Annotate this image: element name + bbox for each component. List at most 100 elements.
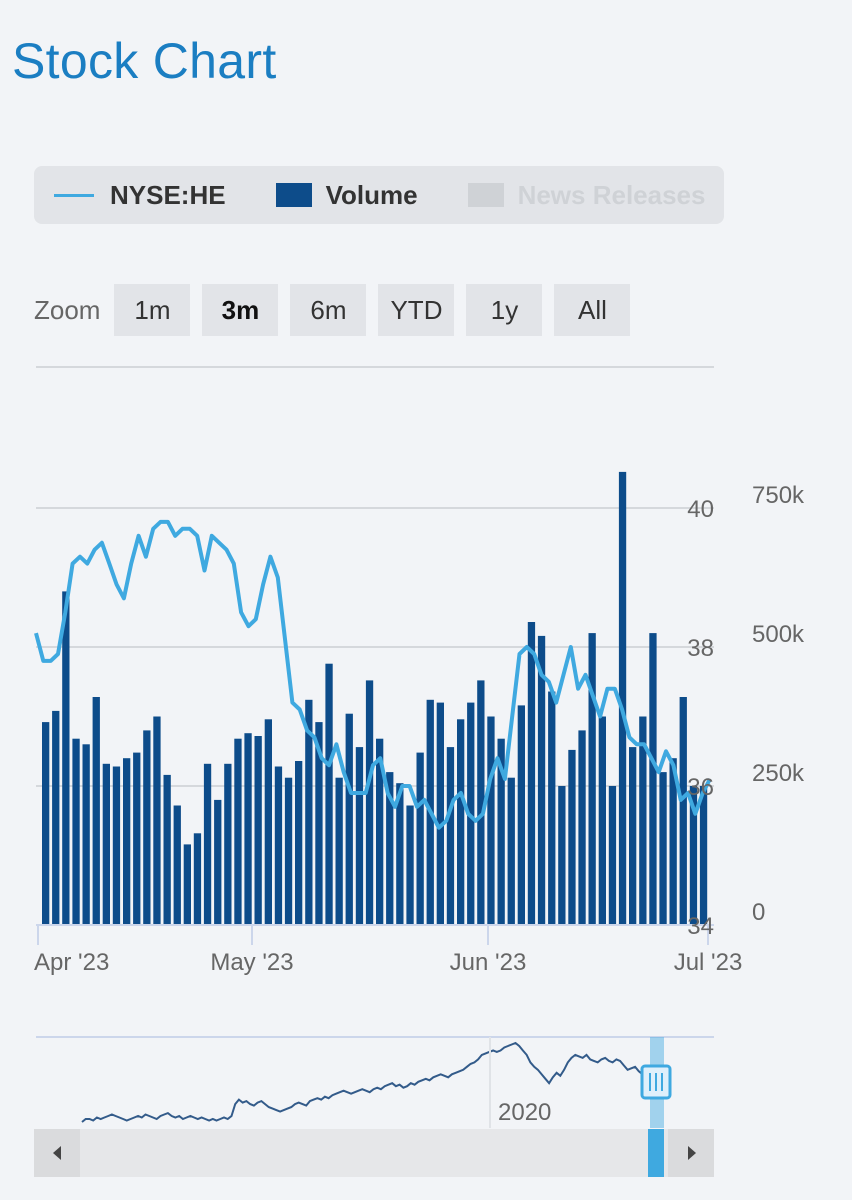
volume-bar xyxy=(123,758,131,925)
volume-bar xyxy=(689,786,698,925)
volume-bar xyxy=(507,777,515,925)
volume-bar xyxy=(82,744,90,925)
scrollbar-track xyxy=(34,1129,714,1177)
volume-bar xyxy=(52,710,60,925)
volume-bar xyxy=(608,786,617,925)
volume-bar xyxy=(214,799,222,925)
chart-legend: NYSE:HE Volume News Releases xyxy=(34,166,724,224)
volume-bar xyxy=(568,749,576,925)
volume-bar xyxy=(295,761,303,925)
volume-bar xyxy=(669,758,677,925)
zoom-button-all[interactable]: All xyxy=(554,284,631,336)
legend-item-volume[interactable]: Volume xyxy=(226,180,418,211)
y-tick-label-volume: 750k xyxy=(752,482,805,509)
navigator-line xyxy=(81,1041,651,1123)
volume-bar xyxy=(112,766,121,925)
navigator-year-label: 2020 xyxy=(498,1099,551,1126)
chevron-right-icon xyxy=(688,1146,696,1160)
volume-bar xyxy=(487,716,495,925)
volume-bar xyxy=(629,747,637,925)
volume-bar xyxy=(639,716,647,925)
legend-item-news[interactable]: News Releases xyxy=(418,179,706,211)
scrollbar-thumb[interactable] xyxy=(648,1129,664,1177)
volume-bar xyxy=(558,786,566,925)
volume-bar xyxy=(244,733,252,925)
volume-bar xyxy=(193,833,202,925)
volume-bar xyxy=(173,805,181,925)
volume-bar xyxy=(284,777,293,925)
zoom-label: Zoom xyxy=(34,294,101,325)
volume-bar xyxy=(548,691,556,925)
zoom-button-1m[interactable]: 1m xyxy=(114,284,191,336)
page-title: Stock Chart xyxy=(12,33,277,89)
y-tick-label-volume: 250k xyxy=(752,760,805,787)
volume-bar xyxy=(598,716,606,925)
volume-bar xyxy=(264,719,272,925)
volume-bar xyxy=(224,763,232,925)
volume-bar xyxy=(537,635,546,925)
line-swatch-icon xyxy=(54,193,94,197)
volume-bar xyxy=(446,747,455,925)
zoom-button-ytd[interactable]: YTD xyxy=(378,284,455,336)
volume-bar xyxy=(406,805,414,925)
volume-bar xyxy=(274,766,283,925)
x-tick-label: Jul '23 xyxy=(674,949,743,976)
zoom-selector: Zoom 1m 3m 6m YTD 1y All xyxy=(34,284,642,336)
volume-bar xyxy=(659,772,667,925)
volume-bar xyxy=(527,622,536,925)
volume-bar xyxy=(497,738,505,925)
legend-label-price: NYSE:HE xyxy=(110,179,226,210)
volume-bar xyxy=(365,680,374,925)
volume-bar xyxy=(183,844,191,925)
zoom-button-3m[interactable]: 3m xyxy=(202,284,279,336)
news-swatch-icon xyxy=(467,183,504,207)
chevron-left-icon xyxy=(53,1146,61,1160)
volume-bar xyxy=(355,747,364,925)
volume-bar xyxy=(335,777,343,925)
volume-bar xyxy=(102,763,110,925)
volume-bar xyxy=(649,633,657,925)
y-tick-label-price: 34 xyxy=(687,913,714,940)
y-tick-label-volume: 0 xyxy=(752,899,765,926)
volume-bar xyxy=(457,719,465,925)
volume-bar xyxy=(62,591,70,925)
volume-bar xyxy=(42,722,50,925)
navigator-handle-icon[interactable] xyxy=(640,1064,672,1100)
zoom-button-6m[interactable]: 6m xyxy=(290,284,367,336)
volume-bar xyxy=(133,752,141,925)
y-tick-label-price: 38 xyxy=(687,635,714,662)
zoom-button-1y[interactable]: 1y xyxy=(466,284,543,336)
volume-bar xyxy=(305,699,313,925)
volume-bar xyxy=(436,702,444,925)
volume-bar xyxy=(315,722,323,925)
volume-bar xyxy=(517,705,525,925)
volume-bar xyxy=(376,738,384,925)
volume-bar xyxy=(254,736,262,925)
volume-bar xyxy=(345,713,353,925)
volume-bar xyxy=(618,471,627,925)
volume-bar xyxy=(386,772,394,925)
volume-bar xyxy=(477,680,485,925)
volume-bar xyxy=(679,697,687,925)
volume-bar xyxy=(578,730,586,925)
volume-bar xyxy=(92,697,100,925)
bar-swatch-icon xyxy=(275,183,312,207)
legend-item-price[interactable]: NYSE:HE xyxy=(34,180,226,211)
y-tick-label-price: 40 xyxy=(687,496,714,523)
x-tick-label: Jun '23 xyxy=(450,949,527,976)
price-line xyxy=(34,519,712,830)
x-tick-label: May '23 xyxy=(210,949,293,976)
y-tick-label-price: 36 xyxy=(687,774,714,801)
volume-bar xyxy=(699,786,708,925)
volume-bar xyxy=(143,730,151,925)
volume-bar xyxy=(203,763,212,925)
volume-bar xyxy=(234,738,242,925)
volume-bar xyxy=(163,774,171,925)
volume-bar xyxy=(153,716,161,925)
volume-bar xyxy=(72,738,80,925)
legend-label-volume: Volume xyxy=(325,179,418,210)
y-tick-label-volume: 500k xyxy=(752,621,805,648)
legend-label-news: News Releases xyxy=(517,179,706,210)
volume-bar xyxy=(396,783,404,925)
